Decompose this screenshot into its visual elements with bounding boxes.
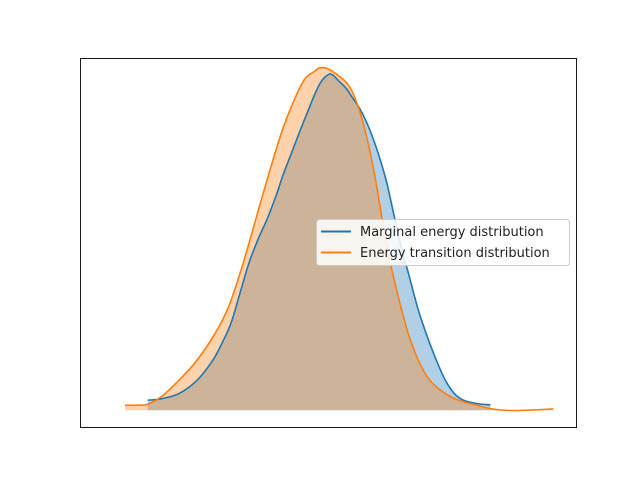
line-series-1 <box>147 73 491 406</box>
axes-frame <box>80 58 577 428</box>
line-series-2 <box>125 66 554 412</box>
legend-box <box>316 219 570 266</box>
legend-label-marginal: Marginal energy distribution <box>360 225 544 240</box>
legend: Marginal energy distribution Energy tran… <box>316 219 570 266</box>
legend-label-transition: Energy transition distribution <box>360 246 550 261</box>
